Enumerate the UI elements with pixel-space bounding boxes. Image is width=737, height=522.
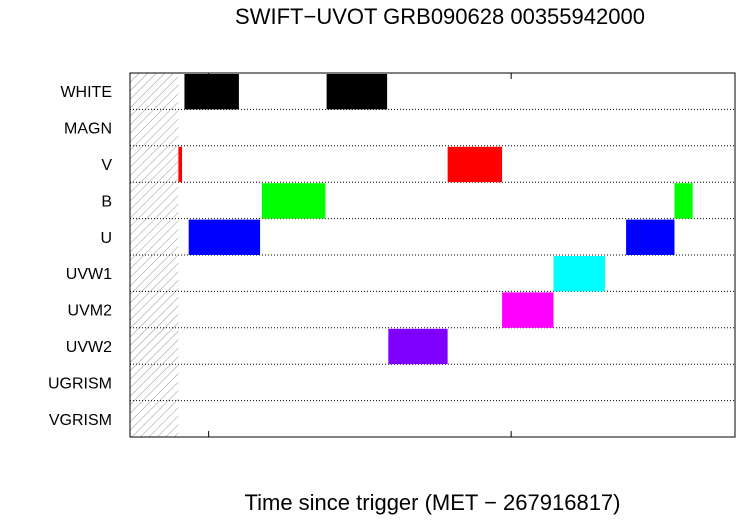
filter-label-magn: MAGN [64,121,112,138]
filter-label-uvw1: UVW1 [66,266,112,283]
chart-title: SWIFT−UVOT GRB090628 00355942000 [235,4,645,29]
x-axis-label: Time since trigger (MET − 267916817) [244,490,621,515]
exposure-bar-uvm2-9 [502,292,554,328]
exposure-bar-b-4 [261,183,326,219]
filter-label-v: V [101,157,112,174]
exposure-bar-uvw2-10 [388,328,448,365]
exposure-bar-v-3 [447,146,503,183]
plot-frame [129,72,736,438]
exposure-bar-b-5 [674,183,693,219]
exposure-bar-white-0 [184,74,239,110]
filter-label-b: B [101,193,112,210]
filter-label-vgrism: VGRISM [49,412,112,429]
filter-label-uvm2: UVM2 [68,303,113,320]
filter-label-u: U [100,230,112,247]
exposure-bar-white-1 [326,74,388,110]
exposure-bar-uvw1-8 [553,256,605,292]
filter-label-white: WHITE [60,84,112,101]
exposure-bar-v-2 [178,146,183,183]
filter-label-ugrism: UGRISM [48,375,112,392]
exposure-bar-u-6 [188,219,261,255]
filter-label-uvw2: UVW2 [66,339,112,356]
exposure-bar-u-7 [626,219,675,255]
